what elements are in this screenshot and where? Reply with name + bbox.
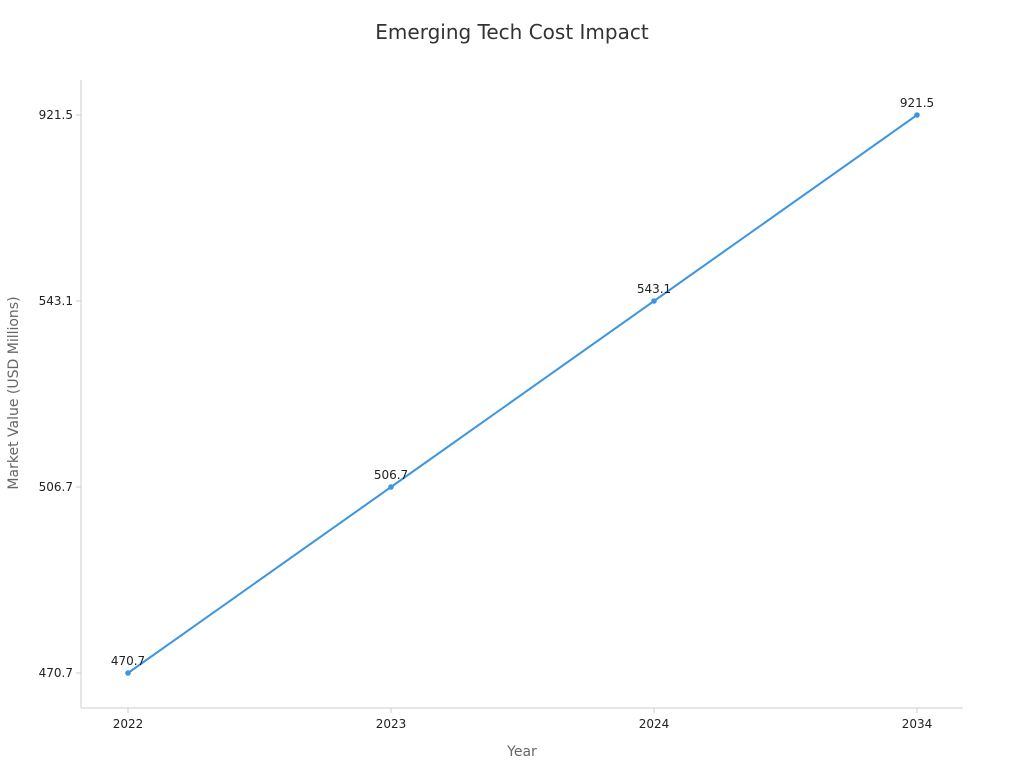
data-label: 470.7 xyxy=(111,654,145,668)
y-tick-label: 470.7 xyxy=(39,666,73,680)
y-axis-title: Market Value (USD Millions) xyxy=(6,296,22,489)
data-label: 506.7 xyxy=(374,468,408,482)
y-tick-label: 506.7 xyxy=(39,480,73,494)
x-tick-label: 2022 xyxy=(113,717,144,731)
x-tick-label: 2024 xyxy=(639,717,670,731)
y-tick-label: 543.1 xyxy=(39,294,73,308)
x-axis-title: Year xyxy=(506,744,537,760)
data-point xyxy=(388,484,394,490)
data-labels: 470.7 506.7 543.1 921.5 xyxy=(111,96,934,668)
data-point xyxy=(125,670,131,676)
chart-title: Emerging Tech Cost Impact xyxy=(375,20,649,44)
series-line xyxy=(127,114,918,674)
data-point xyxy=(914,112,920,118)
y-tick-label: 921.5 xyxy=(39,108,73,122)
data-label: 921.5 xyxy=(900,96,934,110)
data-point xyxy=(651,298,657,304)
axis-ticks: 470.7 506.7 543.1 921.5 2022 2023 2024 2034 xyxy=(39,108,933,731)
x-tick-label: 2034 xyxy=(902,717,933,731)
x-tick-label: 2023 xyxy=(376,717,407,731)
data-label: 543.1 xyxy=(637,282,671,296)
series-group xyxy=(125,112,920,676)
